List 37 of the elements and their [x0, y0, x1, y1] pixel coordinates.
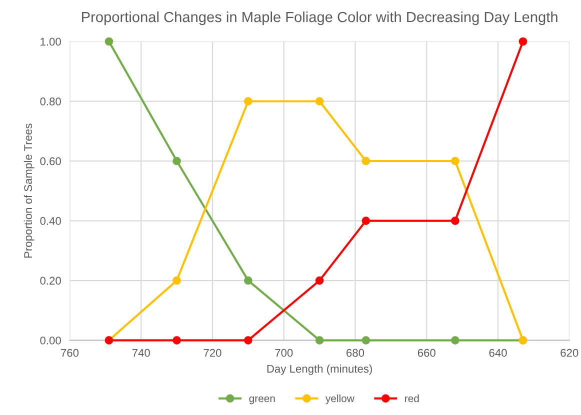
point: [451, 156, 460, 166]
point: [451, 216, 460, 225]
y-tick-label: 1.00: [40, 38, 61, 46]
point: [362, 156, 370, 166]
x-tick-label: 680: [346, 348, 364, 357]
x-tick-label: 760: [61, 348, 79, 357]
point: [104, 37, 114, 46]
point: [172, 336, 181, 344]
x-tick-label: 640: [489, 348, 507, 357]
point: [315, 97, 324, 106]
point: [244, 276, 252, 285]
y-tick-label: 0.40: [40, 217, 61, 225]
point: [315, 336, 324, 344]
x-tick-label: 740: [132, 348, 150, 357]
point: [362, 336, 370, 344]
chart-title: Proportional Changes in Maple Foliage Color with Decreasing Day Length: [82, 11, 558, 26]
legend-label: red: [405, 394, 419, 402]
y-tick-label: 0.20: [40, 276, 61, 285]
legend-label: yellow: [325, 394, 354, 404]
x-tick-label: 620: [560, 348, 578, 357]
x-tick-label: 720: [204, 348, 222, 357]
x-axis-title: Day Length (minutes): [267, 364, 372, 375]
x-tick-label: 700: [275, 348, 293, 357]
point: [362, 216, 370, 225]
point: [172, 156, 181, 166]
point: [518, 37, 528, 46]
y-tick-label: 0.00: [40, 336, 61, 344]
point: [244, 97, 252, 106]
y-axis-title: Proportion of Sample Trees: [24, 124, 34, 258]
point: [451, 336, 460, 344]
point: [315, 276, 324, 285]
x-tick-label: 660: [418, 348, 436, 357]
legend-label: green: [249, 396, 275, 404]
point: [172, 276, 181, 285]
y-tick-label: 0.60: [40, 157, 61, 166]
y-tick-label: 0.80: [40, 98, 61, 106]
point: [244, 336, 252, 344]
